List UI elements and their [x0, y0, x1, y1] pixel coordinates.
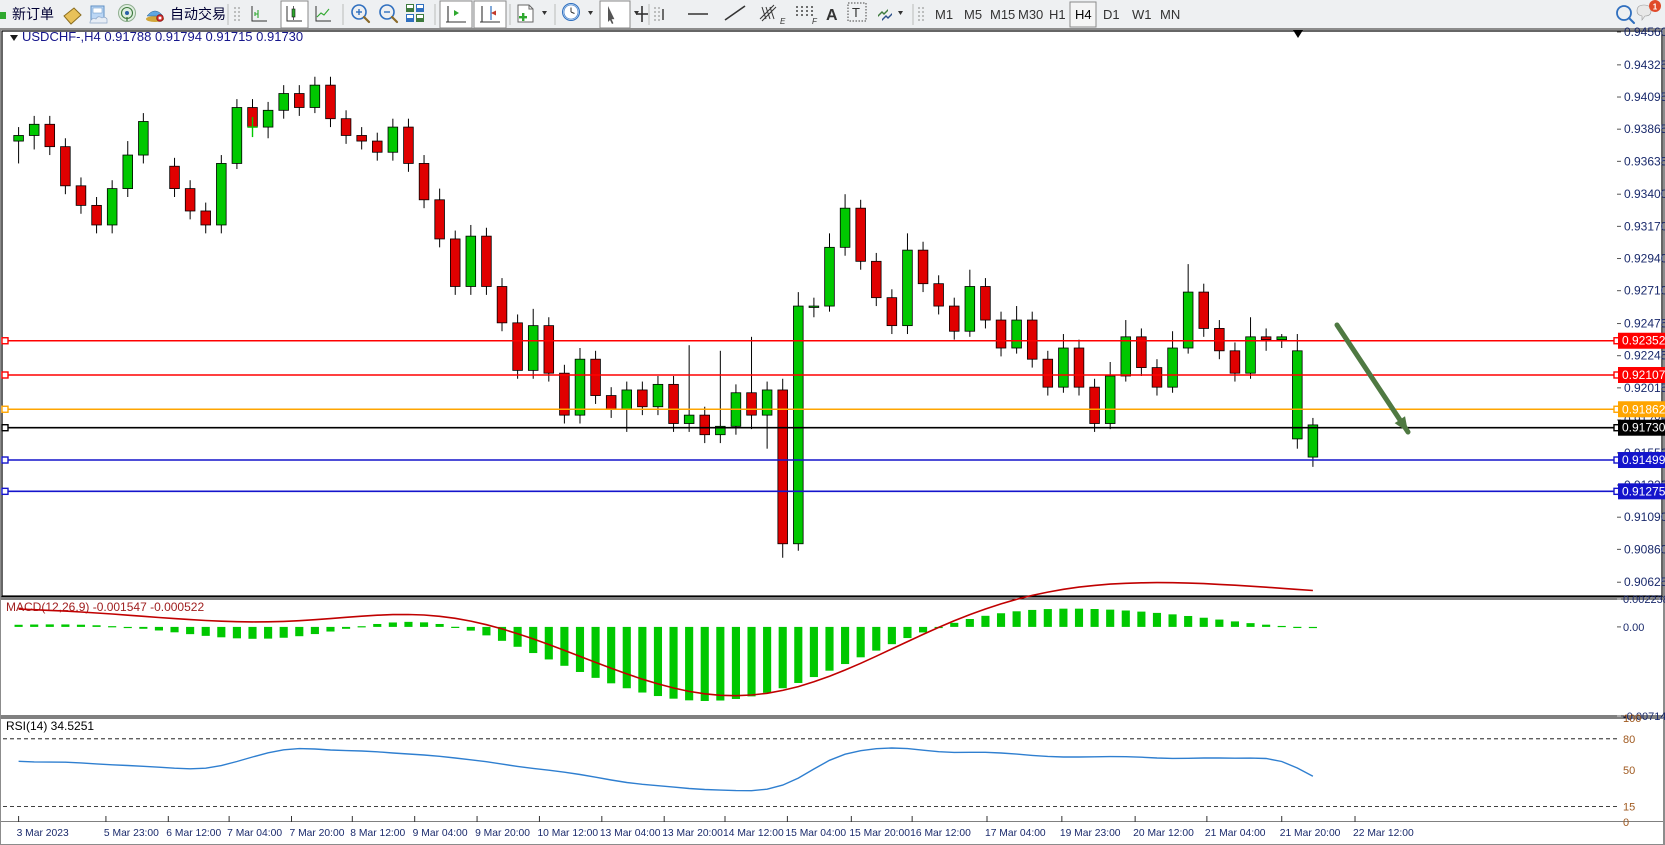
svg-text:20 Mar 12:00: 20 Mar 12:00	[1133, 828, 1194, 839]
svg-text:22 Mar 12:00: 22 Mar 12:00	[1353, 828, 1414, 839]
svg-text:0.90625: 0.90625	[1624, 575, 1665, 589]
svg-text:15: 15	[1623, 801, 1635, 813]
svg-text:0.91499: 0.91499	[1622, 453, 1665, 467]
svg-text:RSI(14) 34.5251: RSI(14) 34.5251	[6, 719, 94, 733]
svg-text:13 Mar 20:00: 13 Mar 20:00	[662, 828, 723, 839]
svg-text:0.92710: 0.92710	[1624, 284, 1665, 298]
svg-text:0: 0	[1623, 817, 1629, 829]
svg-text:5 Mar 23:00: 5 Mar 23:00	[104, 828, 159, 839]
svg-text:0.91090: 0.91090	[1624, 510, 1665, 524]
svg-text:0.92352: 0.92352	[1622, 334, 1665, 348]
svg-text:13 Mar 04:00: 13 Mar 04:00	[600, 828, 661, 839]
svg-text:0.002238: 0.002238	[1623, 594, 1665, 606]
svg-text:MACD(12,26,9) -0.001547 -0.000: MACD(12,26,9) -0.001547 -0.000522	[6, 600, 204, 614]
svg-text:USDCHF-,H4 0.91788 0.91794 0.: USDCHF-,H4 0.91788 0.91794 0.91715 0.917…	[22, 29, 303, 44]
svg-text:21 Mar 04:00: 21 Mar 04:00	[1205, 828, 1266, 839]
svg-text:3 Mar 2023: 3 Mar 2023	[17, 828, 69, 839]
svg-text:17 Mar 04:00: 17 Mar 04:00	[985, 828, 1046, 839]
svg-text:14 Mar 12:00: 14 Mar 12:00	[723, 828, 784, 839]
svg-text:7 Mar 04:00: 7 Mar 04:00	[227, 828, 282, 839]
svg-text:0.94325: 0.94325	[1624, 58, 1665, 72]
svg-text:0.92940: 0.92940	[1624, 252, 1665, 266]
svg-text:10 Mar 12:00: 10 Mar 12:00	[537, 828, 598, 839]
svg-text:0.92107: 0.92107	[1622, 368, 1665, 382]
svg-text:0.92245: 0.92245	[1624, 349, 1665, 363]
svg-text:0.91275: 0.91275	[1622, 484, 1665, 498]
svg-text:9 Mar 04:00: 9 Mar 04:00	[413, 828, 468, 839]
svg-text:0.92475: 0.92475	[1624, 317, 1665, 331]
svg-text:6 Mar 12:00: 6 Mar 12:00	[166, 828, 221, 839]
svg-text:21 Mar 20:00: 21 Mar 20:00	[1280, 828, 1341, 839]
svg-text:8 Mar 12:00: 8 Mar 12:00	[350, 828, 405, 839]
svg-text:9 Mar 20:00: 9 Mar 20:00	[475, 828, 530, 839]
svg-text:0.91862: 0.91862	[1622, 402, 1665, 416]
svg-text:16 Mar 12:00: 16 Mar 12:00	[910, 828, 971, 839]
svg-text:0.94095: 0.94095	[1624, 90, 1665, 104]
svg-text:0.93635: 0.93635	[1624, 154, 1665, 168]
svg-text:50: 50	[1623, 765, 1635, 777]
svg-text:7 Mar 20:00: 7 Mar 20:00	[289, 828, 344, 839]
svg-text:0.93865: 0.93865	[1624, 122, 1665, 136]
svg-text:80: 80	[1623, 734, 1635, 746]
svg-text:0.00: 0.00	[1623, 622, 1644, 634]
svg-text:0.90860: 0.90860	[1624, 542, 1665, 556]
svg-text:19 Mar 23:00: 19 Mar 23:00	[1060, 828, 1121, 839]
svg-text:15 Mar 04:00: 15 Mar 04:00	[785, 828, 846, 839]
svg-text:0.91730: 0.91730	[1622, 421, 1665, 435]
svg-text:15 Mar 20:00: 15 Mar 20:00	[849, 828, 910, 839]
svg-text:100: 100	[1623, 713, 1641, 725]
svg-text:0.93170: 0.93170	[1624, 219, 1665, 233]
svg-text:0.93400: 0.93400	[1624, 187, 1665, 201]
svg-text:0.94560: 0.94560	[1624, 25, 1665, 39]
